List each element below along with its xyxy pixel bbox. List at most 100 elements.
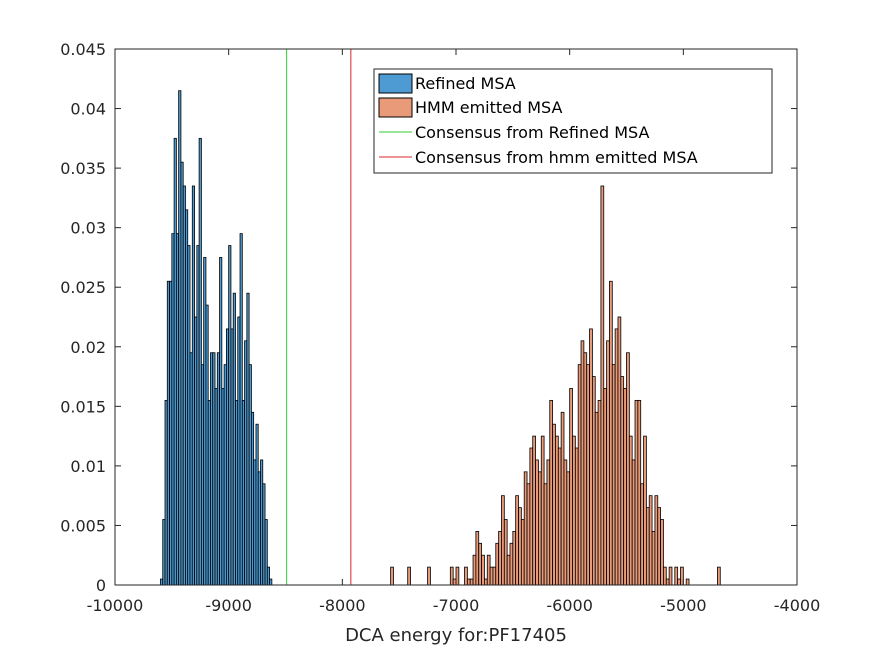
hmm-emitted-msa-bar — [546, 459, 551, 586]
legend: Refined MSA HMM emitted MSA Consensus fr… — [373, 68, 773, 174]
hmm-emitted-msa-bar — [526, 483, 531, 586]
hmm-emitted-msa-bar — [674, 566, 679, 586]
x-axis-label: DCA energy for:PF17405 — [345, 625, 567, 646]
hmm-emitted-msa-bar — [484, 578, 488, 586]
y-tick-label: 0 — [96, 576, 106, 595]
hmm-emitted-msa-bar — [597, 399, 602, 586]
hmm-emitted-msa-bar — [623, 388, 627, 586]
y-tick-label: 0.025 — [60, 278, 106, 297]
hmm-emitted-msa-bar — [518, 507, 522, 586]
hmm-emitted-msa-bar — [580, 340, 585, 586]
hmm-emitted-msa-bar — [569, 388, 573, 586]
hmm-emitted-msa-bar — [609, 280, 613, 586]
hmm-emitted-msa-bar — [634, 399, 639, 586]
hmm-emitted-msa-bar — [677, 578, 681, 586]
hmm-emitted-msa-bar — [651, 531, 656, 586]
hmm-emitted-msa-bar — [523, 471, 528, 586]
hmm-emitted-msa-bar — [583, 352, 588, 586]
hmm-emitted-msa-bar — [520, 519, 525, 586]
hmm-emitted-msa-bar — [566, 471, 571, 586]
hmm-emitted-msa-bar — [512, 531, 517, 586]
hmm-emitted-msa-bar — [685, 578, 690, 586]
x-tick-label: -4000 — [774, 596, 821, 615]
hmm-emitted-msa-bar — [628, 435, 633, 586]
hmm-emitted-msa-bar — [657, 507, 662, 586]
hmm-emitted-msa-bar — [552, 423, 556, 586]
hmm-emitted-msa-bar — [614, 328, 619, 586]
hmm-emitted-msa-bar — [549, 399, 554, 586]
hmm-emitted-msa-bar — [475, 531, 480, 586]
hmm-emitted-msa-bar — [472, 554, 477, 586]
hmm-emitted-msa-bar — [643, 435, 647, 586]
hmm-emitted-msa-bar — [611, 364, 616, 586]
hmm-emitted-msa-bar — [668, 566, 673, 586]
hmm-emitted-msa-bar — [540, 435, 545, 586]
hmm-emitted-msa-bar — [543, 483, 548, 586]
hmm-emitted-msa-bar — [626, 352, 630, 586]
legend-label-consensus-hmm: Consensus from hmm emitted MSA — [415, 148, 698, 167]
consensus-lines — [286, 49, 352, 585]
hmm-emitted-msa-bar — [577, 364, 582, 586]
hmm-emitted-msa-bar — [557, 447, 562, 586]
hmm-emitted-msa-bar — [586, 364, 590, 586]
x-tick-label: -7000 — [433, 596, 480, 615]
hmm-emitted-msa-bar — [498, 531, 502, 586]
hmm-emitted-msa-bar — [717, 566, 721, 586]
hmm-emitted-msa-bar — [563, 459, 568, 586]
hmm-emitted-msa-bar — [654, 495, 659, 586]
hmm-emitted-msa-bar — [478, 542, 482, 586]
hmm-emitted-msa-bar — [535, 459, 539, 586]
hmm-emitted-msa-bar — [532, 435, 536, 586]
legend-label-consensus-refined: Consensus from Refined MSA — [415, 123, 649, 142]
hmm-emitted-msa-bar — [489, 566, 494, 586]
hmm-emitted-msa-bar — [486, 554, 491, 586]
hmm-emitted-msa-bar — [592, 376, 596, 586]
hmm-emitted-msa-bar — [600, 185, 605, 586]
y-tick-label: 0.01 — [70, 457, 106, 476]
hmm-emitted-msa-bar — [620, 376, 625, 586]
y-tick-label: 0.03 — [70, 219, 106, 238]
hmm-emitted-msa-bar — [594, 411, 599, 586]
hmm-emitted-msa-bar — [466, 578, 471, 586]
hmm-emitted-msa-bar — [503, 519, 508, 586]
y-tick-label: 0.045 — [60, 40, 106, 59]
y-tick-label: 0.035 — [60, 159, 106, 178]
hmm-emitted-msa-bar — [645, 507, 650, 586]
hmm-emitted-msa-bar — [506, 554, 511, 586]
hmm-emitted-msa-bar — [481, 554, 485, 586]
x-tick-label: -8000 — [319, 596, 366, 615]
y-axis: 0 0.005 0.01 0.015 0.02 0.025 0.03 0.035 0.04 0.0… — [60, 40, 797, 595]
hmm-emitted-msa-bar — [501, 495, 505, 586]
hmm-emitted-msa-bar — [390, 566, 394, 586]
y-tick-label: 0.015 — [60, 397, 106, 416]
hmm-emitted-msa-bar — [589, 328, 593, 586]
y-tick-label: 0.02 — [70, 338, 106, 357]
hmm-emitted-msa-bar — [572, 435, 576, 586]
legend-box — [373, 68, 773, 174]
hmm-emitted-msa-bar — [640, 483, 644, 586]
legend-swatch-hmm-emitted-msa — [378, 97, 413, 118]
y-tick-label: 0.04 — [70, 100, 106, 119]
hmm-emitted-msa-bar — [555, 435, 559, 586]
legend-label-refined-msa: Refined MSA — [415, 74, 516, 93]
hmm-emitted-msa-bar — [560, 411, 565, 586]
x-tick-label: -5000 — [660, 596, 707, 615]
hmm-emitted-msa-bar — [427, 566, 431, 586]
hmm-emitted-msa-bar — [464, 566, 468, 586]
hmm-emitted-msa-bar — [617, 316, 622, 586]
hmm-emitted-msa-bar — [509, 542, 514, 586]
hmm-emitted-msa-bar — [648, 495, 653, 586]
x-tick-label: -10000 — [87, 596, 144, 615]
hmm-emitted-msa-bar — [574, 447, 579, 586]
hmm-emitted-msa-bar — [407, 566, 411, 586]
hmm-emitted-msa-bar — [515, 495, 519, 586]
hmm-emitted-msa-bar — [606, 340, 610, 586]
hmm-emitted-msa-bar — [663, 566, 667, 586]
hmm-emitted-msa-bar — [492, 566, 497, 586]
hmm-emitted-msa-bar — [495, 542, 500, 586]
legend-label-hmm-emitted-msa: HMM emitted MSA — [415, 98, 562, 117]
hmm-emitted-msa-bar — [529, 447, 534, 586]
hmm-emitted-msa-bar — [637, 399, 642, 586]
x-tick-label: -9000 — [205, 596, 252, 615]
